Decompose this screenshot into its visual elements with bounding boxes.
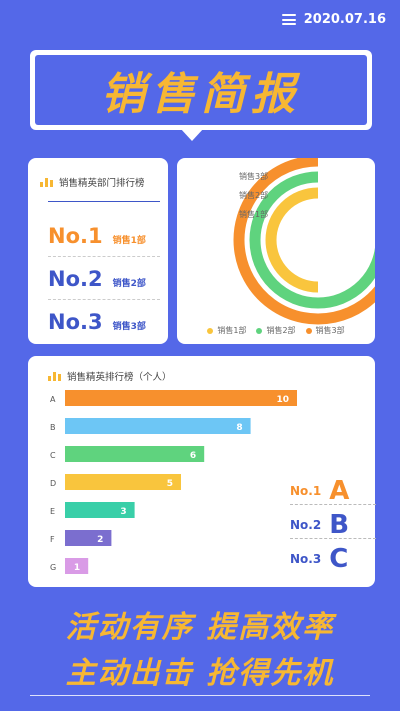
row-divider <box>48 299 160 300</box>
bar-chart-icon <box>40 177 53 187</box>
department-ranking-card: 销售精英部门排行榜 No.1 销售1部 No.2 销售2部 No.3 销售3部 <box>28 158 168 344</box>
indiv-rank-name: B <box>329 510 350 540</box>
legend-label: 销售1部 <box>217 326 247 335</box>
menu-icon[interactable] <box>281 14 296 25</box>
date-label: 2020.07.16 <box>303 12 386 27</box>
dept-rank-name: 销售3部 <box>112 322 146 332</box>
indiv-rank-2: No.2 B <box>290 510 349 540</box>
bar-D <box>65 474 181 490</box>
row-divider <box>48 256 160 257</box>
indiv-rank-3: No.3 C <box>290 544 348 574</box>
bar-value-label: 3 <box>120 507 126 517</box>
legend-dot <box>305 327 312 334</box>
bar-value-label: 10 <box>276 395 289 405</box>
bar-C <box>65 446 205 462</box>
dept-rank-name: 销售1部 <box>112 236 146 246</box>
dept-rank-name: 销售2部 <box>112 279 146 289</box>
indiv-rank-number: No.2 <box>290 518 322 532</box>
dept-rank-2: No.2 销售2部 <box>48 267 146 291</box>
legend-dot <box>256 327 263 334</box>
bar-category-label: B <box>50 423 56 432</box>
bar-chart-icon <box>48 371 61 381</box>
indiv-rank-name: A <box>329 476 350 506</box>
bar-category-label: D <box>50 479 56 488</box>
top-bar: 2020.07.16 <box>281 12 386 27</box>
indiv-rank-number: No.3 <box>290 552 322 566</box>
individual-card-header: 销售精英排行榜（个人） <box>48 369 172 383</box>
indiv-rank-number: No.1 <box>290 484 322 498</box>
ring-2 <box>249 171 375 309</box>
dept-rank-number: No.1 <box>48 224 103 248</box>
bar-category-label: G <box>50 563 56 572</box>
individual-card-title: 销售精英排行榜（个人） <box>67 372 172 383</box>
title-pointer <box>180 128 204 141</box>
bar-category-label: F <box>50 535 55 544</box>
legend-item: 销售1部 <box>207 325 246 336</box>
dept-rank-1: No.1 销售1部 <box>48 224 146 248</box>
individual-bar-chart: A 10 B 8 C 6 D 5 E 3 F 2 G 1 <box>50 390 297 574</box>
title-banner: 销售简报 <box>30 50 372 130</box>
legend-dot <box>207 327 214 334</box>
ring-label-1: 销售1部 <box>239 210 269 219</box>
indiv-rank-1: No.1 A <box>290 476 349 506</box>
bar-E <box>65 502 135 518</box>
page-title: 销售简报 <box>101 69 301 120</box>
individual-ranking-card: 销售精英排行榜（个人） A 10 B 8 C 6 D 5 E 3 F 2 G 1 No.1 A No.2 … <box>28 356 376 587</box>
indiv-rank-name: C <box>329 544 349 574</box>
dept-rank-number: No.2 <box>48 267 103 291</box>
dept-rank-3: No.3 销售3部 <box>48 310 146 334</box>
ring-label-2: 销售2部 <box>239 191 269 200</box>
ring-chart <box>233 158 375 325</box>
slogan-line-2: 主动出击 抢得先机 <box>65 656 335 691</box>
bar-category-label: C <box>50 451 56 460</box>
bar-value-label: 1 <box>74 563 80 573</box>
bar-category-label: A <box>50 395 56 404</box>
bar-value-label: 6 <box>190 451 196 461</box>
legend-label: 销售3部 <box>315 326 345 335</box>
bar-value-label: 8 <box>236 423 242 433</box>
legend-item: 销售3部 <box>305 325 345 336</box>
header-divider <box>48 201 160 202</box>
bar-F <box>65 530 112 546</box>
ring-legend: 销售1部 销售2部 销售3部 <box>177 325 375 336</box>
row-divider <box>290 538 376 539</box>
department-ring-chart-card: 销售3部 销售2部 销售1部 销售1部 销售2部 销售3部 <box>177 158 375 344</box>
bar-value-label: 2 <box>97 535 103 545</box>
bar-category-label: E <box>50 507 55 516</box>
ring-1 <box>265 187 319 293</box>
legend-item: 销售2部 <box>256 325 296 336</box>
bar-B <box>65 418 251 434</box>
legend-label: 销售2部 <box>266 326 296 335</box>
department-card-header: 销售精英部门排行榜 <box>40 175 145 189</box>
ring-label-3: 销售3部 <box>239 172 269 181</box>
bar-A <box>65 390 297 406</box>
ring-3 <box>233 158 375 325</box>
dept-rank-number: No.3 <box>48 310 103 334</box>
bar-value-label: 5 <box>167 479 173 489</box>
row-divider <box>290 504 376 505</box>
bar-G <box>65 558 89 574</box>
department-card-title: 销售精英部门排行榜 <box>59 178 145 189</box>
bottom-rule <box>30 695 370 696</box>
slogan-line-1: 活动有序 提高效率 <box>65 610 335 645</box>
